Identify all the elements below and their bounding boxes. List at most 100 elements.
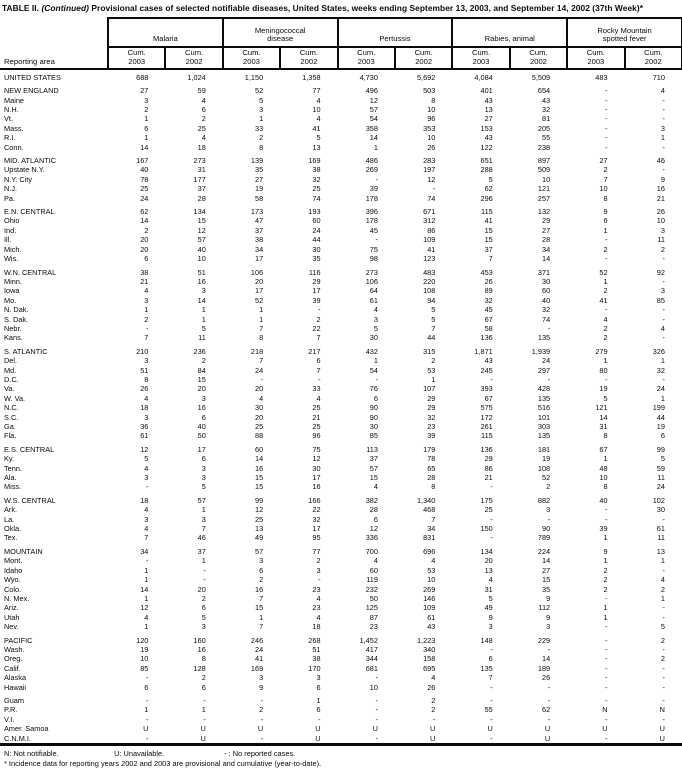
value-cell: 13 [312,142,321,152]
value-cell: - [605,714,608,724]
value-cell: 5 [660,454,665,464]
value-cell: - [662,95,665,105]
table-row: W.N. CENTRAL 38 51 106 116 273 483 453 371 52 92 [0,268,682,277]
value-cell: U [487,724,493,734]
value-cell: 10 [599,184,608,194]
value-cell: 179 [423,444,436,454]
cum-2003-header: Cum. 2003 [566,45,626,70]
table-title-label: TABLE II. [2,3,40,13]
value-cell: 30 [369,333,378,343]
value-cell: 38 [312,165,321,175]
value-cell: 19 [255,184,264,194]
value-cell: - [605,114,608,124]
value-cell: 4 [660,323,665,333]
area-cell: Ohio [4,216,20,226]
value-cell: 16 [197,403,206,413]
value-cell: 6 [259,565,264,575]
value-cell: 8 [259,142,264,152]
value-cell: 38 [312,654,321,664]
group-header-meningococcal: Meningococcal disease [221,16,339,48]
table-row: Tex. 7 46 49 95 336 831-789 1 11 [0,533,682,542]
value-cell: 55 [484,705,493,715]
table-row: Fla. 61 50 88 96 85 39 115 135 8 6 [0,431,682,440]
group-header-rabies: Rabies, animal [451,16,569,48]
value-cell: - [432,714,436,724]
area-cell: W. Va. [4,393,26,403]
area-cell: Ariz. [4,603,19,613]
value-cell: 1 [603,276,608,286]
value-cell: - [490,482,493,492]
value-cell: 25 [255,514,264,524]
table-row: Ind. 2 12 37 24 45 86 15 27 1 3 [0,226,682,235]
value-cell: - [605,593,608,603]
value-cell: 47 [255,216,264,226]
value-cell: 4 [373,482,378,492]
value-cell: - [145,323,149,333]
value-cell: 2 [144,314,149,324]
value-cell: 18 [140,495,149,505]
value-cell: 90 [369,403,378,413]
value-cell: 6 [201,682,206,692]
area-cell: Ky. [4,454,15,464]
value-cell: - [662,114,665,124]
value-cell: - [145,733,149,743]
value-cell: - [605,142,608,152]
value-cell: 38 [140,267,149,277]
value-cell: 3 [144,473,149,483]
value-cell: 136 [480,444,493,454]
value-cell: 36 [140,422,149,432]
value-cell: 371 [537,267,551,277]
value-cell: 55 [541,133,551,143]
value-cell: 26 [541,673,551,683]
value-cell: 1 [373,142,378,152]
area-cell: E.S. CENTRAL [4,444,55,454]
value-cell: 340 [423,644,436,654]
value-cell: 51 [312,644,321,654]
table-row: Upstate N.Y. 40 31 35 38 269 197 288 509 2 - [0,165,682,174]
value-cell: - [662,305,665,315]
value-cell: 1 [201,505,206,515]
value-cell: 20 [140,235,149,245]
value-cell: 135 [537,333,551,343]
cum-2002-header: Cum. 2002 [279,45,339,70]
area-cell: Mass. [4,123,24,133]
value-cell: 8 [603,482,608,492]
table-row: Idaho 1 - 6 3 60 53 13 27 2 - [0,566,682,575]
value-cell: 20 [197,384,206,394]
value-cell: 11 [198,333,206,343]
legend-not-notifiable: N: Not notifiable. [4,749,59,759]
value-cell: 135 [480,663,493,673]
value-cell: 3 [144,295,149,305]
value-cell: 4 [431,673,436,683]
table-body: UNITED STATES 688 1,024 1,150 1,358 4,730 5,69… [0,69,682,745]
value-cell: U [200,724,206,734]
table-row: Iowa 4 3 17 17 64 108 89 60 2 3 [0,286,682,295]
table-row: Wis. 6 10 17 35 98 123 7 14 - - [0,254,682,263]
table-row: Ky. 5 6 14 12 37 78 29 19 1 5 [0,454,682,463]
cum-2003-header: Cum. 2003 [221,45,282,70]
area-cell: Ark. [4,505,18,515]
value-cell: 14 [140,584,149,594]
value-cell: 10 [369,682,378,692]
group-header-row: Reporting area Malaria Meningococcal dis… [0,16,682,70]
value-cell: 16 [656,184,665,194]
value-cell: 24 [255,644,264,654]
value-cell: 35 [312,254,321,264]
table-row: Ark. 4 1 12 22 28 468 25 3 - 30 [0,505,682,514]
value-cell: 40 [197,422,206,432]
value-cell: 52 [599,267,608,277]
table-row: C.N.M.I. - U - U - U - U - U [0,734,682,745]
value-cell: 3 [144,514,149,524]
value-cell: 61 [369,295,378,305]
reporting-area-header: Reporting area [0,17,108,70]
value-cell: 25 [484,505,493,515]
value-cell: 7 [488,673,493,683]
value-cell: - [605,695,608,705]
value-cell: 59 [197,86,206,96]
value-cell: 26 [140,384,149,394]
value-cell: 67 [484,314,493,324]
value-cell: 121 [537,184,551,194]
value-cell: 160 [193,635,206,645]
value-cell: 43 [427,622,436,632]
area-cell: Vt. [4,114,13,124]
